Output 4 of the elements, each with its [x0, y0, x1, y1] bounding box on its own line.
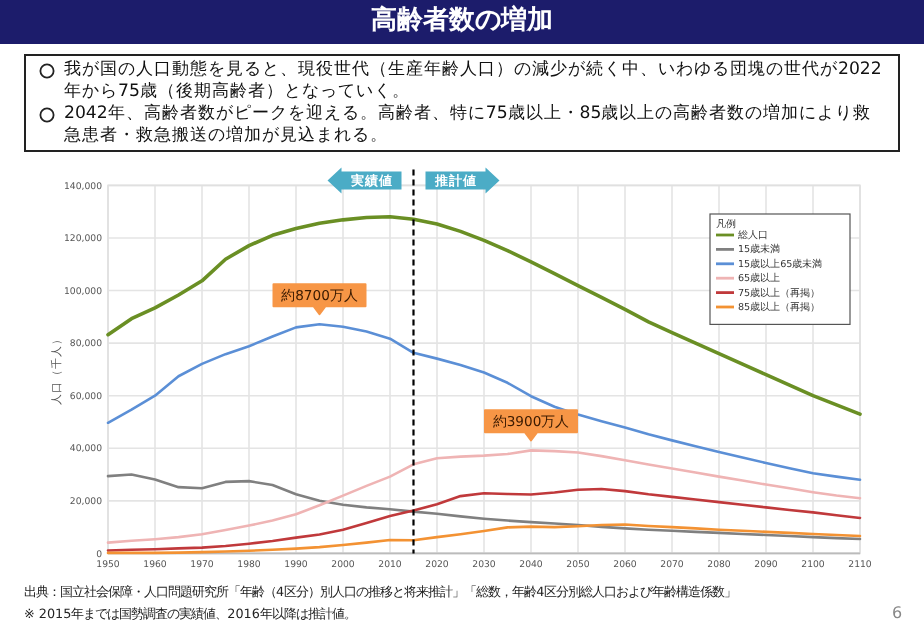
text: 6 [892, 604, 903, 622]
chart-title: 高齢者数の増加 [0, 4, 924, 40]
text: 我が国の人口動態を見ると、現役世代（生産年齢人口）の減少が続く中、いわゆる団塊の世代が2022年から75歳（後期高齢者）となっていく。 [64, 60, 882, 102]
text: 2042年、高齢者数がピークを迎える。高齢者、特に75歳以上・85歳以上の高齢者数の増加により救急患者・救急搬送の増加が見込まれる。 [64, 104, 872, 146]
